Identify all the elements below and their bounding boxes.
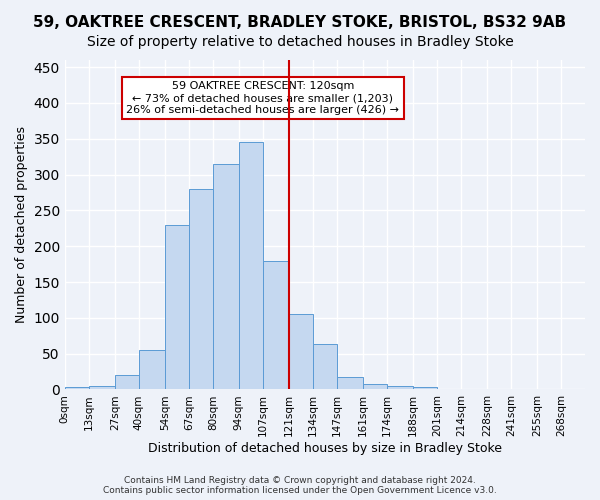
Y-axis label: Number of detached properties: Number of detached properties <box>15 126 28 323</box>
Bar <box>387 386 413 390</box>
Bar <box>89 386 115 390</box>
Bar <box>413 388 437 390</box>
Bar <box>289 314 313 390</box>
Bar <box>213 164 239 390</box>
Bar <box>189 189 213 390</box>
Text: Contains HM Land Registry data © Crown copyright and database right 2024.
Contai: Contains HM Land Registry data © Crown c… <box>103 476 497 495</box>
Text: Size of property relative to detached houses in Bradley Stoke: Size of property relative to detached ho… <box>86 35 514 49</box>
Bar <box>363 384 387 390</box>
Bar <box>263 260 289 390</box>
Bar <box>337 376 363 390</box>
X-axis label: Distribution of detached houses by size in Bradley Stoke: Distribution of detached houses by size … <box>148 442 502 455</box>
Text: 59, OAKTREE CRESCENT, BRADLEY STOKE, BRISTOL, BS32 9AB: 59, OAKTREE CRESCENT, BRADLEY STOKE, BRI… <box>34 15 566 30</box>
Text: 59 OAKTREE CRESCENT: 120sqm
← 73% of detached houses are smaller (1,203)
26% of : 59 OAKTREE CRESCENT: 120sqm ← 73% of det… <box>127 82 400 114</box>
Bar <box>165 224 189 390</box>
Bar <box>313 344 337 390</box>
Bar <box>239 142 263 390</box>
Bar <box>115 375 139 390</box>
Bar <box>139 350 165 390</box>
Bar <box>65 388 89 390</box>
